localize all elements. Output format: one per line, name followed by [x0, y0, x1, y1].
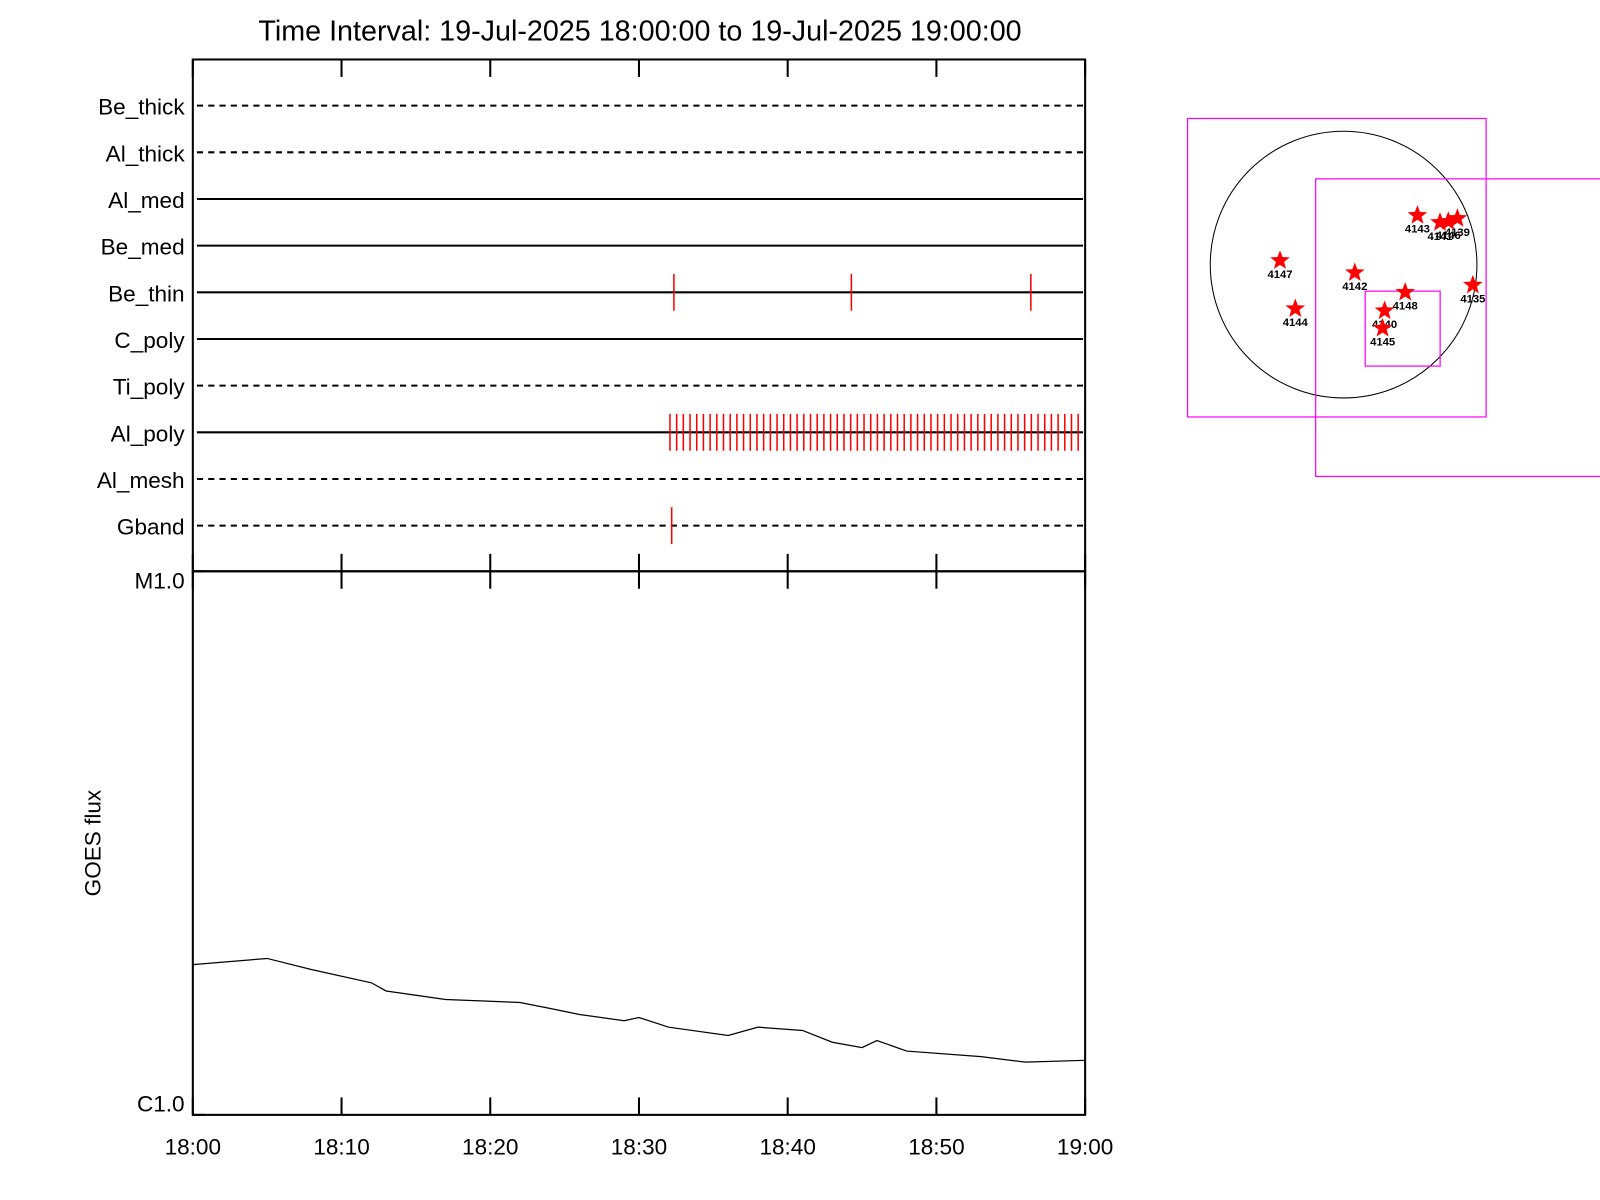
active-region: [1463, 274, 1483, 294]
x-tick-label: 18:00: [165, 1135, 221, 1160]
x-tick-label: 18:50: [908, 1135, 964, 1160]
x-tick-label: 18:40: [759, 1135, 815, 1160]
filter-label: Be_thin: [108, 281, 184, 306]
x-tick-label: 18:10: [313, 1135, 369, 1160]
filter-label: Ti_poly: [113, 375, 186, 400]
y-axis-label: GOES flux: [80, 789, 105, 896]
filter-label: Be_thick: [98, 95, 185, 120]
filter-label: Al_poly: [111, 421, 186, 446]
filter-label: Al_med: [108, 188, 184, 213]
region-label: 4148: [1393, 301, 1418, 313]
x-tick-label: 18:30: [611, 1135, 667, 1160]
active-region: [1438, 211, 1459, 230]
y-tick-label: C1.0: [137, 1092, 185, 1117]
fov-box: [1186, 117, 1487, 418]
filter-label: Gband: [117, 515, 185, 540]
region-label: 4142: [1342, 281, 1367, 293]
filter-label: Be_med: [101, 235, 185, 260]
x-tick-label: 18:20: [462, 1135, 518, 1160]
region-label: 4143: [1405, 224, 1430, 236]
active-region: [1372, 317, 1393, 337]
region-label: 4139: [1445, 227, 1470, 239]
region-label: 4141: [1427, 231, 1452, 243]
active-region: [1447, 208, 1468, 227]
active-region: [1374, 300, 1395, 320]
fov-box: [1315, 178, 1600, 478]
filter-label: C_poly: [114, 328, 185, 353]
x-tick-label: 19:00: [1057, 1135, 1113, 1160]
region-label: 4147: [1267, 269, 1292, 281]
solar-limb: [1209, 130, 1478, 399]
active-region: [1285, 298, 1306, 318]
region-label: 4135: [1460, 293, 1485, 305]
y-tick-label: M1.0: [134, 569, 184, 594]
active-region: [1430, 212, 1450, 231]
goes-curve: [192, 957, 1086, 1063]
region-label: 4146: [1436, 230, 1461, 242]
filter-label: Al_mesh: [97, 468, 185, 493]
chart-title: Time Interval: 19-Jul-2025 18:00:00 to 1…: [258, 15, 1021, 47]
region-label: 4144: [1283, 317, 1309, 329]
active-region: [1395, 282, 1415, 301]
active-region: [1345, 262, 1365, 282]
active-region: [1407, 205, 1428, 224]
filter-label: Al_thick: [106, 141, 186, 166]
active-region: [1270, 250, 1290, 269]
region-label: 4145: [1370, 337, 1395, 349]
